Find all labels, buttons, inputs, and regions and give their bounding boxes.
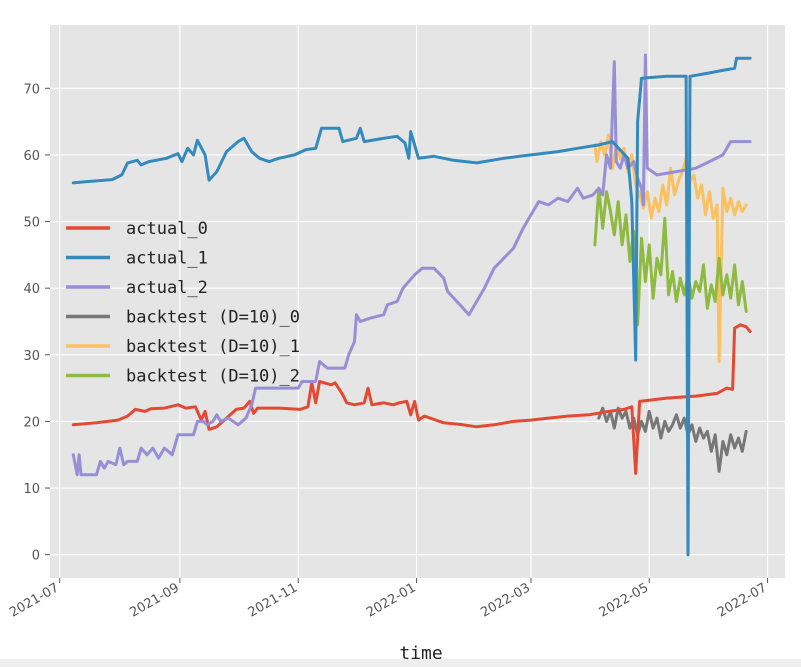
x-tick-label: 2022-07 [715, 580, 770, 620]
bottom-strip [0, 659, 801, 667]
legend: actual_0 actual_1 actual_2 backtest (D=10)_… [66, 219, 300, 387]
x-tick-label: 2022-03 [478, 580, 533, 620]
series-line-backtest-d-10-2 [593, 186, 748, 327]
series-layer [71, 53, 752, 557]
x-axis-label: time [399, 643, 442, 664]
x-tick-label: 2021-09 [127, 580, 182, 620]
x-tick-label: 2021-11 [246, 580, 301, 620]
series-line-backtest-d-10-0 [597, 406, 748, 473]
series-line-actual-1 [71, 56, 752, 557]
grid-lines [50, 25, 785, 578]
legend-entry: actual_0 [126, 219, 208, 239]
y-tick-label: 40 [23, 282, 40, 297]
legend-entry: actual_1 [126, 249, 208, 269]
y-tick-label: 60 [23, 149, 40, 164]
series-line-actual-0 [71, 323, 752, 475]
x-tick-label: 2021-07 [7, 580, 62, 620]
y-tick-label: 70 [23, 82, 40, 97]
y-tick-label: 20 [23, 415, 40, 430]
y-tick-label: 0 [32, 549, 40, 564]
x-tick-label: 2022-05 [597, 580, 652, 620]
y-tick-label: 10 [23, 482, 40, 497]
plot-area [50, 25, 785, 578]
x-tick-label: 2022-01 [364, 580, 419, 620]
y-tick-label: 30 [23, 349, 40, 364]
legend-entry: backtest (D=10)_0 [126, 308, 300, 328]
legend-entry: backtest (D=10)_1 [126, 337, 300, 357]
series-line-backtest-d-10-1 [593, 133, 748, 363]
legend-entry: actual_2 [126, 278, 208, 298]
legend-entry: backtest (D=10)_2 [126, 367, 300, 387]
series-line-actual-2 [71, 53, 752, 477]
y-axis: 0 10 20 30 40 50 60 70 [23, 82, 50, 564]
y-tick-label: 50 [23, 216, 40, 231]
x-axis: 2021-07 2021-09 2021-11 2022-01 2022-03 2022-… [7, 578, 770, 621]
